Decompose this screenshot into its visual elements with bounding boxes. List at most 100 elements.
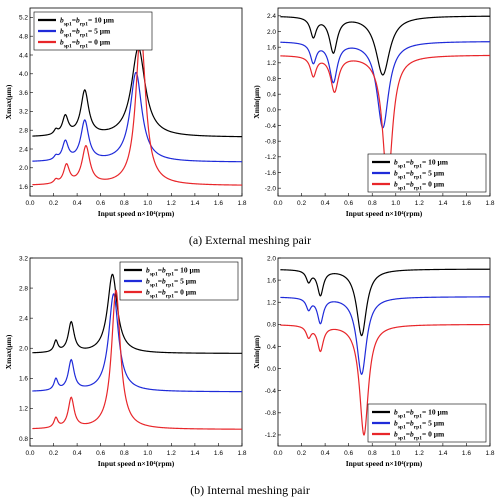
series-line-blue	[280, 41, 490, 129]
x-tick-label: 1.8	[237, 200, 246, 207]
x-tick-label: 0.0	[273, 450, 282, 457]
y-tick-label: 2.4	[19, 146, 28, 153]
y-axis-label: Xmax(μm)	[4, 84, 13, 119]
x-tick-label: 1.2	[415, 200, 424, 207]
series-line-black	[280, 268, 490, 337]
y-tick-label: -0.8	[265, 410, 277, 417]
legend-box	[367, 403, 487, 443]
legend-entry: bsp1=brp1= 5 μm	[60, 27, 111, 39]
x-tick-label: 1.6	[462, 200, 471, 207]
y-tick-label: 1.6	[267, 44, 276, 51]
plot-frame	[277, 7, 491, 197]
plot-frame	[29, 7, 243, 197]
y-tick-label: 1.6	[19, 184, 28, 191]
y-tick-label: 2.4	[19, 315, 28, 322]
x-tick-label: 1.0	[391, 450, 400, 457]
series-line-blue	[280, 296, 490, 376]
series-line-red	[280, 323, 490, 436]
chart-a-left: 0.0 0.2 0.4 0.6 0.8 1.0 1.2 1.4 1.6 1.8 1.6 2.0 2.4 2…	[4, 7, 247, 218]
legend-entry: bsp1=brp1= 0 μm	[146, 288, 197, 300]
chart-b-left: 0.0 0.2 0.4 0.6 0.8 1.0 1.2 1.4 1.6 1.8 0.8 1.2 1.6 2…	[4, 255, 247, 468]
legend-entry: bsp1=brp1= 0 μm	[60, 38, 111, 50]
y-tick-label: -1.2	[265, 154, 277, 161]
plot-frame	[277, 257, 491, 447]
legend-entry: bsp1=brp1= 5 μm	[394, 419, 445, 431]
x-tick-label: 0.4	[73, 450, 82, 457]
x-tick-label: 0.0	[25, 450, 34, 457]
x-tick-label: 0.2	[297, 450, 306, 457]
y-tick-label: 2.8	[19, 128, 28, 135]
x-tick-label: 0.2	[49, 200, 58, 207]
legend-entry: bsp1=brp1= 10 μm	[146, 266, 201, 278]
y-tick-label: 1.2	[267, 300, 276, 307]
chart-b-right: 0.0 0.2 0.4 0.6 0.8 1.0 1.2 1.4 1.6 1.8 -1.2 -0.8 -0…	[252, 255, 495, 468]
legend-entry: bsp1=brp1= 0 μm	[394, 180, 445, 192]
x-axis-label: Input speed n×10⁴(rpm)	[98, 209, 175, 218]
chart-a-right: 0.0 0.2 0.4 0.6 0.8 1.0 1.2 1.4 1.6 1.8 -2.0 -1.6 -1…	[252, 7, 495, 218]
x-tick-label: 0.2	[297, 200, 306, 207]
x-tick-label: 1.2	[167, 450, 176, 457]
series-line-black	[280, 15, 490, 76]
x-tick-label: 1.2	[415, 450, 424, 457]
y-tick-label: 1.6	[19, 376, 28, 383]
x-tick-label: 0.0	[25, 200, 34, 207]
series-line-blue	[32, 292, 242, 393]
x-tick-label: 0.4	[73, 200, 82, 207]
legend-entry: bsp1=brp1= 10 μm	[60, 16, 115, 28]
y-axis-label: Xmin(μm)	[252, 85, 261, 119]
y-tick-label: 1.2	[19, 406, 28, 413]
x-axis-label: Input speed n×10⁴(rpm)	[98, 459, 175, 468]
caption-a: (a) External meshing pair	[189, 233, 311, 247]
y-tick-label: 4.4	[19, 52, 28, 59]
x-tick-label: 1.6	[462, 450, 471, 457]
x-tick-label: 1.2	[167, 200, 176, 207]
y-tick-label: 2.0	[267, 29, 276, 36]
series-line-red	[32, 28, 242, 186]
x-tick-label: 1.8	[485, 200, 494, 207]
series-line-red	[32, 289, 242, 430]
x-tick-label: 1.0	[391, 200, 400, 207]
x-tick-label: 1.0	[143, 450, 152, 457]
x-tick-label: 0.8	[368, 450, 377, 457]
legend-entry: bsp1=brp1= 5 μm	[394, 169, 445, 181]
series-line-black	[32, 273, 242, 354]
legend-entry: bsp1=brp1= 10 μm	[394, 158, 449, 170]
y-tick-label: -0.4	[265, 123, 277, 130]
y-tick-label: -2.0	[265, 185, 277, 192]
x-tick-label: 0.6	[96, 450, 105, 457]
x-tick-label: 1.4	[190, 450, 199, 457]
x-tick-label: 0.0	[273, 200, 282, 207]
y-tick-label: 2.0	[19, 346, 28, 353]
x-tick-label: 1.0	[143, 200, 152, 207]
y-tick-label: 1.6	[267, 277, 276, 284]
x-tick-label: 1.4	[438, 200, 447, 207]
plot-frame	[29, 257, 243, 447]
x-tick-label: 0.6	[344, 200, 353, 207]
y-tick-label: 2.0	[19, 165, 28, 172]
x-tick-label: 0.8	[120, 450, 129, 457]
x-axis-label: Input speed n×10⁴(rpm)	[346, 459, 423, 468]
x-tick-label: 1.4	[438, 450, 447, 457]
y-tick-label: 1.2	[267, 60, 276, 67]
x-tick-label: 1.8	[485, 450, 494, 457]
y-tick-label: 3.2	[19, 109, 28, 116]
x-tick-label: 0.2	[49, 450, 58, 457]
x-tick-label: 0.8	[368, 200, 377, 207]
y-tick-label: 4.0	[19, 71, 28, 78]
y-axis-label: Xmax(μm)	[4, 334, 13, 369]
x-tick-label: 0.4	[321, 450, 330, 457]
caption-b: (b) Internal meshing pair	[190, 483, 310, 497]
y-tick-label: -0.4	[265, 388, 277, 395]
y-tick-label: 4.8	[19, 34, 28, 41]
legend-entry: bsp1=brp1= 0 μm	[394, 430, 445, 442]
x-tick-label: 1.8	[237, 450, 246, 457]
y-tick-label: 0.4	[267, 344, 276, 351]
y-axis-label: Xmin(μm)	[252, 335, 261, 369]
y-tick-label: 0.4	[267, 91, 276, 98]
y-tick-label: 3.2	[19, 255, 28, 262]
y-tick-label: 0.8	[267, 76, 276, 83]
